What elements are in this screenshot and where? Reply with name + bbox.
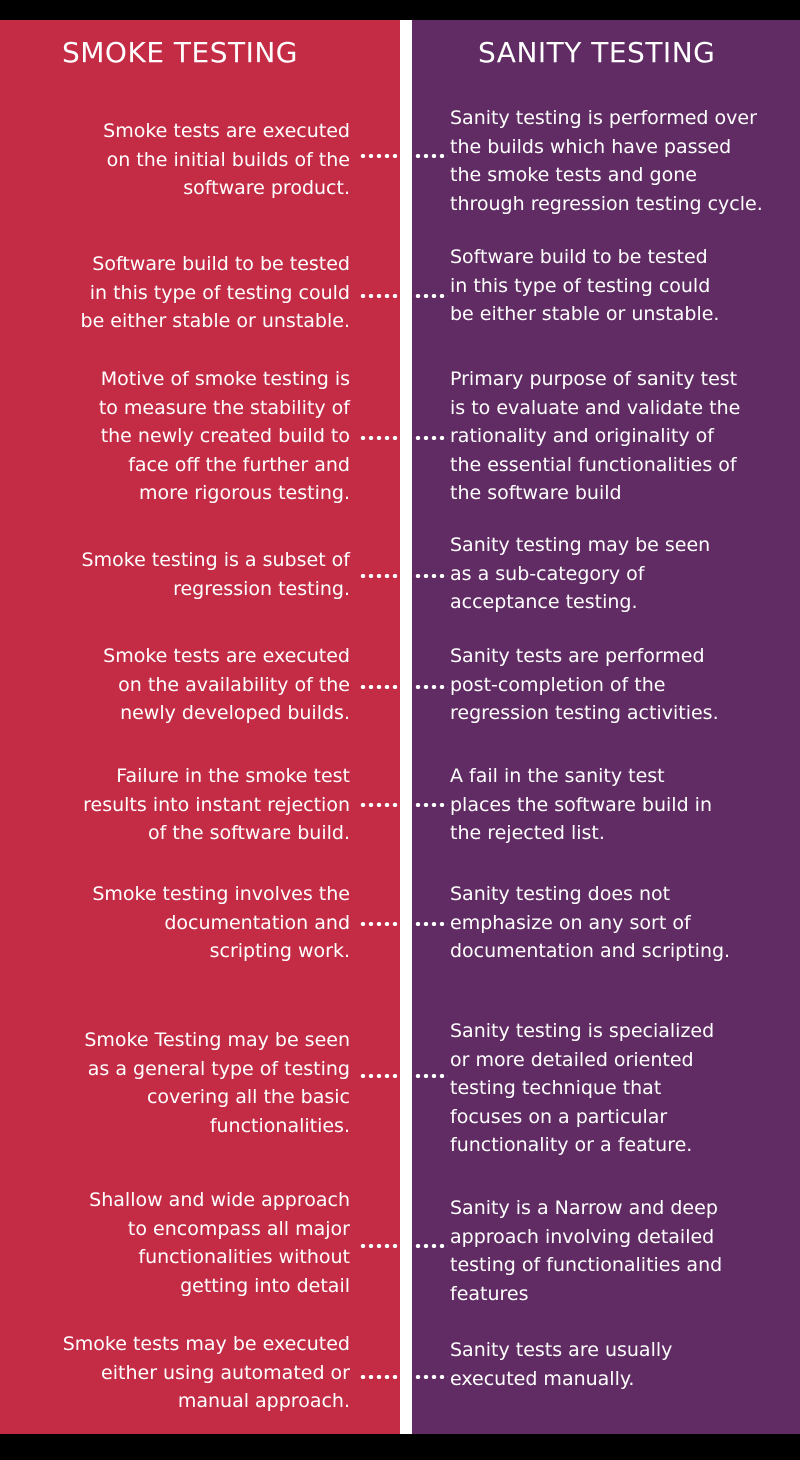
connector-dots-10-right <box>414 1375 448 1379</box>
connector-dots-2-left <box>359 294 401 298</box>
sanity-point-10: Sanity tests are usually executed manual… <box>450 1339 673 1390</box>
connector-dots-2-right <box>414 294 448 298</box>
connector-dots-9-left <box>359 1244 401 1248</box>
connector-dots-6-left <box>359 803 401 807</box>
connector-dots-4-left <box>359 574 401 578</box>
sanity-point-5: Sanity tests are performed post-completi… <box>450 645 719 725</box>
connector-dots-5-left <box>359 685 401 689</box>
smoke-point-1: Smoke tests are executed on the initial … <box>103 120 350 200</box>
connector-dots-7-left <box>359 922 401 926</box>
top-black-bar <box>0 0 800 20</box>
connector-dots-9-right <box>414 1244 448 1248</box>
sanity-point-3: Primary purpose of sanity test is to eva… <box>450 368 741 505</box>
connector-dots-4-right <box>414 574 448 578</box>
smoke-point-8: Smoke Testing may be seen as a general t… <box>84 1029 350 1137</box>
sanity-point-6: A fail in the sanity test places the sof… <box>450 765 712 845</box>
sanity-point-9: Sanity is a Narrow and deep approach inv… <box>450 1197 723 1305</box>
connector-dots-8-left <box>359 1074 401 1078</box>
connector-dots-3-left <box>359 436 401 440</box>
sanity-point-4: Sanity testing may be seen as a sub-cate… <box>450 534 711 614</box>
sanity-point-2: Software build to be tested in this type… <box>450 246 720 326</box>
connector-dots-3-right <box>414 436 448 440</box>
bottom-black-bar <box>0 1434 800 1460</box>
smoke-point-2: Software build to be tested in this type… <box>80 253 350 333</box>
smoke-point-9: Shallow and wide approach to encompass a… <box>89 1189 350 1297</box>
sanity-point-8: Sanity testing is specialized or more de… <box>450 1020 715 1157</box>
connector-dots-7-right <box>414 922 448 926</box>
connector-dots-10-left <box>359 1375 401 1379</box>
sanity-testing-column <box>412 20 800 1434</box>
smoke-testing-heading: SMOKE TESTING <box>62 36 298 69</box>
smoke-point-7: Smoke testing involves the documentation… <box>92 883 350 963</box>
smoke-testing-column <box>0 20 400 1434</box>
connector-dots-1-left <box>359 154 401 158</box>
sanity-point-7: Sanity testing does not emphasize on any… <box>450 883 731 963</box>
smoke-point-6: Failure in the smoke test results into i… <box>83 765 350 845</box>
smoke-point-5: Smoke tests are executed on the availabi… <box>103 645 350 725</box>
smoke-point-4: Smoke testing is a subset of regression … <box>81 549 350 600</box>
sanity-testing-heading: SANITY TESTING <box>478 36 716 69</box>
column-divider <box>400 20 412 1434</box>
smoke-point-10: Smoke tests may be executed either using… <box>62 1333 350 1413</box>
sanity-point-1: Sanity testing is performed over the bui… <box>450 107 763 215</box>
connector-dots-1-right <box>414 154 448 158</box>
connector-dots-5-right <box>414 685 448 689</box>
smoke-point-3: Motive of smoke testing is to measure th… <box>98 368 350 505</box>
connector-dots-6-right <box>414 803 448 807</box>
connector-dots-8-right <box>414 1074 448 1078</box>
